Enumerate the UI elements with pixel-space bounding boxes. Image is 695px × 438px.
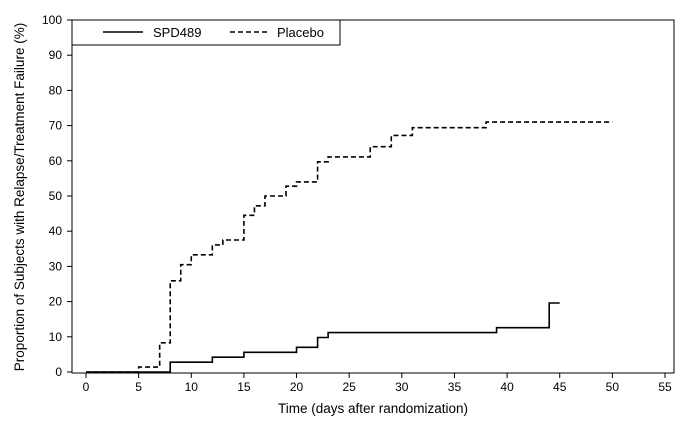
y-tick-label: 10 <box>49 330 63 344</box>
y-tick-label: 70 <box>49 119 63 133</box>
series-line-spd489 <box>86 302 560 373</box>
legend-label-spd489: SPD489 <box>153 25 201 40</box>
y-tick-label: 40 <box>49 224 63 238</box>
y-tick-label: 100 <box>42 13 62 27</box>
x-tick-label: 15 <box>237 380 251 394</box>
y-axis-title: Proportion of Subjects with Relapse/Trea… <box>12 23 27 371</box>
x-tick-label: 50 <box>606 380 620 394</box>
x-tick-label: 55 <box>658 380 672 394</box>
x-tick-label: 20 <box>290 380 304 394</box>
x-tick-label: 25 <box>343 380 357 394</box>
y-tick-label: 0 <box>55 365 62 379</box>
x-tick-label: 35 <box>448 380 462 394</box>
y-axis-ticks: 0 10 20 30 40 50 60 70 80 90 100 <box>42 13 72 379</box>
x-axis-ticks: 0 5 10 15 20 25 30 35 40 45 50 55 <box>83 373 672 394</box>
y-tick-label: 50 <box>49 189 63 203</box>
y-tick-label: 20 <box>49 295 63 309</box>
x-axis-title: Time (days after randomization) <box>278 401 468 416</box>
y-tick-label: 80 <box>49 83 63 97</box>
y-tick-label: 60 <box>49 154 63 168</box>
y-tick-label: 30 <box>49 259 63 273</box>
y-tick-label: 90 <box>49 48 63 62</box>
x-tick-label: 45 <box>553 380 567 394</box>
legend: SPD489 Placebo <box>71 19 341 46</box>
x-tick-label: 10 <box>185 380 199 394</box>
legend-label-placebo: Placebo <box>277 25 324 40</box>
x-tick-label: 40 <box>500 380 514 394</box>
x-tick-label: 5 <box>135 380 142 394</box>
series-line-placebo <box>86 121 613 373</box>
x-tick-label: 30 <box>395 380 409 394</box>
series-lines <box>86 121 613 373</box>
x-tick-label: 0 <box>83 380 90 394</box>
plot-frame <box>71 19 675 374</box>
